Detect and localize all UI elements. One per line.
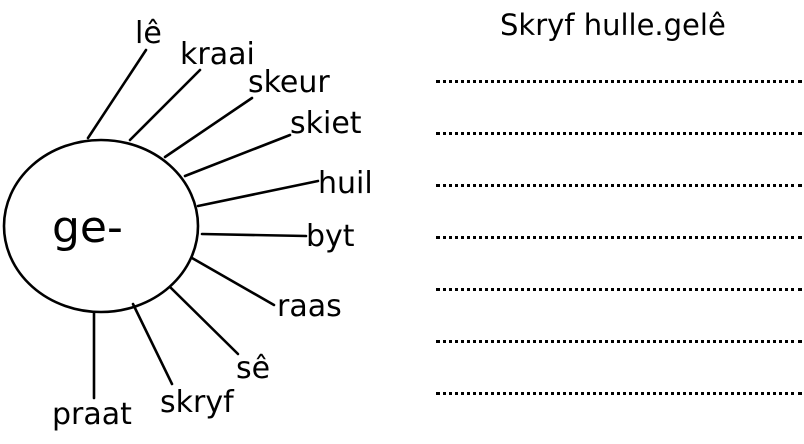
spoke-le — [86, 48, 148, 140]
spoke-huil — [196, 179, 320, 208]
answer-line[interactable] — [436, 80, 802, 83]
word-byt: byt — [306, 219, 355, 254]
answer-line[interactable] — [436, 392, 802, 395]
word-kraai: kraai — [180, 37, 255, 72]
center-label: ge- — [52, 202, 123, 253]
answer-line[interactable] — [436, 288, 802, 291]
word-raas: raas — [277, 289, 342, 324]
word-praat: praat — [52, 397, 132, 432]
word-skryf: skryf — [160, 385, 235, 420]
word-le: lê — [135, 16, 162, 51]
answer-line[interactable] — [436, 340, 802, 343]
word-se: sê — [236, 351, 270, 386]
answer-line[interactable] — [436, 132, 802, 135]
word-huil: huil — [318, 166, 373, 201]
answer-lines — [436, 80, 802, 444]
spoke-kraai — [128, 68, 202, 142]
spoke-byt — [200, 232, 308, 238]
spoke-skiet — [183, 133, 292, 178]
spoke-raas — [190, 256, 276, 307]
spoke-se — [168, 285, 240, 356]
center-circle — [2, 138, 200, 314]
word-skeur: skeur — [248, 65, 330, 100]
spoke-skeur — [163, 96, 254, 159]
word-skiet: skiet — [290, 106, 362, 141]
answer-line[interactable] — [436, 184, 802, 187]
answer-line[interactable] — [436, 236, 802, 239]
spoke-skryf — [131, 302, 174, 386]
instruction-text: Skryf hulle.gelê — [500, 8, 726, 42]
